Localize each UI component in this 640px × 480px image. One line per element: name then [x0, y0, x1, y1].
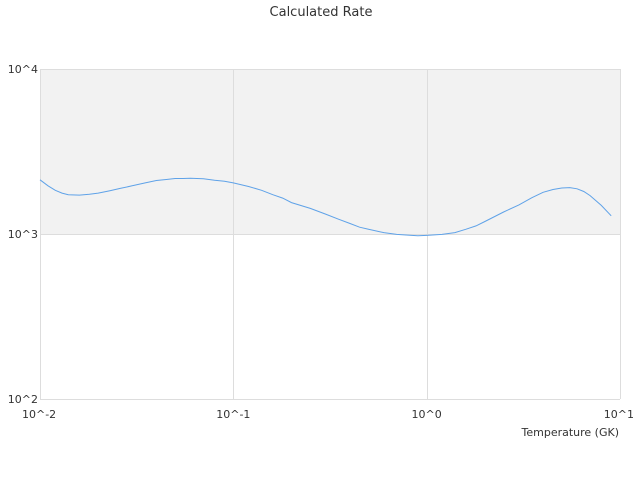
x-tick-label: 10^0 [412, 408, 442, 421]
y-tick-label: 10^4 [8, 63, 38, 76]
y-tick-label: 10^3 [8, 228, 38, 241]
x-tick-label: 10^-1 [216, 408, 250, 421]
x-tick-label: 10^1 [604, 408, 634, 421]
series-line [39, 177, 612, 237]
shaded-band [40, 69, 620, 234]
x-tick-label: 10^-2 [22, 408, 56, 421]
x-tick-labels: 10^-2 10^-1 10^0 10^1 [22, 408, 634, 421]
y-tick-labels: 10^2 10^3 10^4 [8, 63, 38, 406]
x-axis-label: Temperature (GK) [521, 426, 620, 439]
y-tick-label: 10^2 [8, 393, 38, 406]
chart-title: Calculated Rate [270, 5, 373, 20]
gridlines [40, 69, 621, 400]
